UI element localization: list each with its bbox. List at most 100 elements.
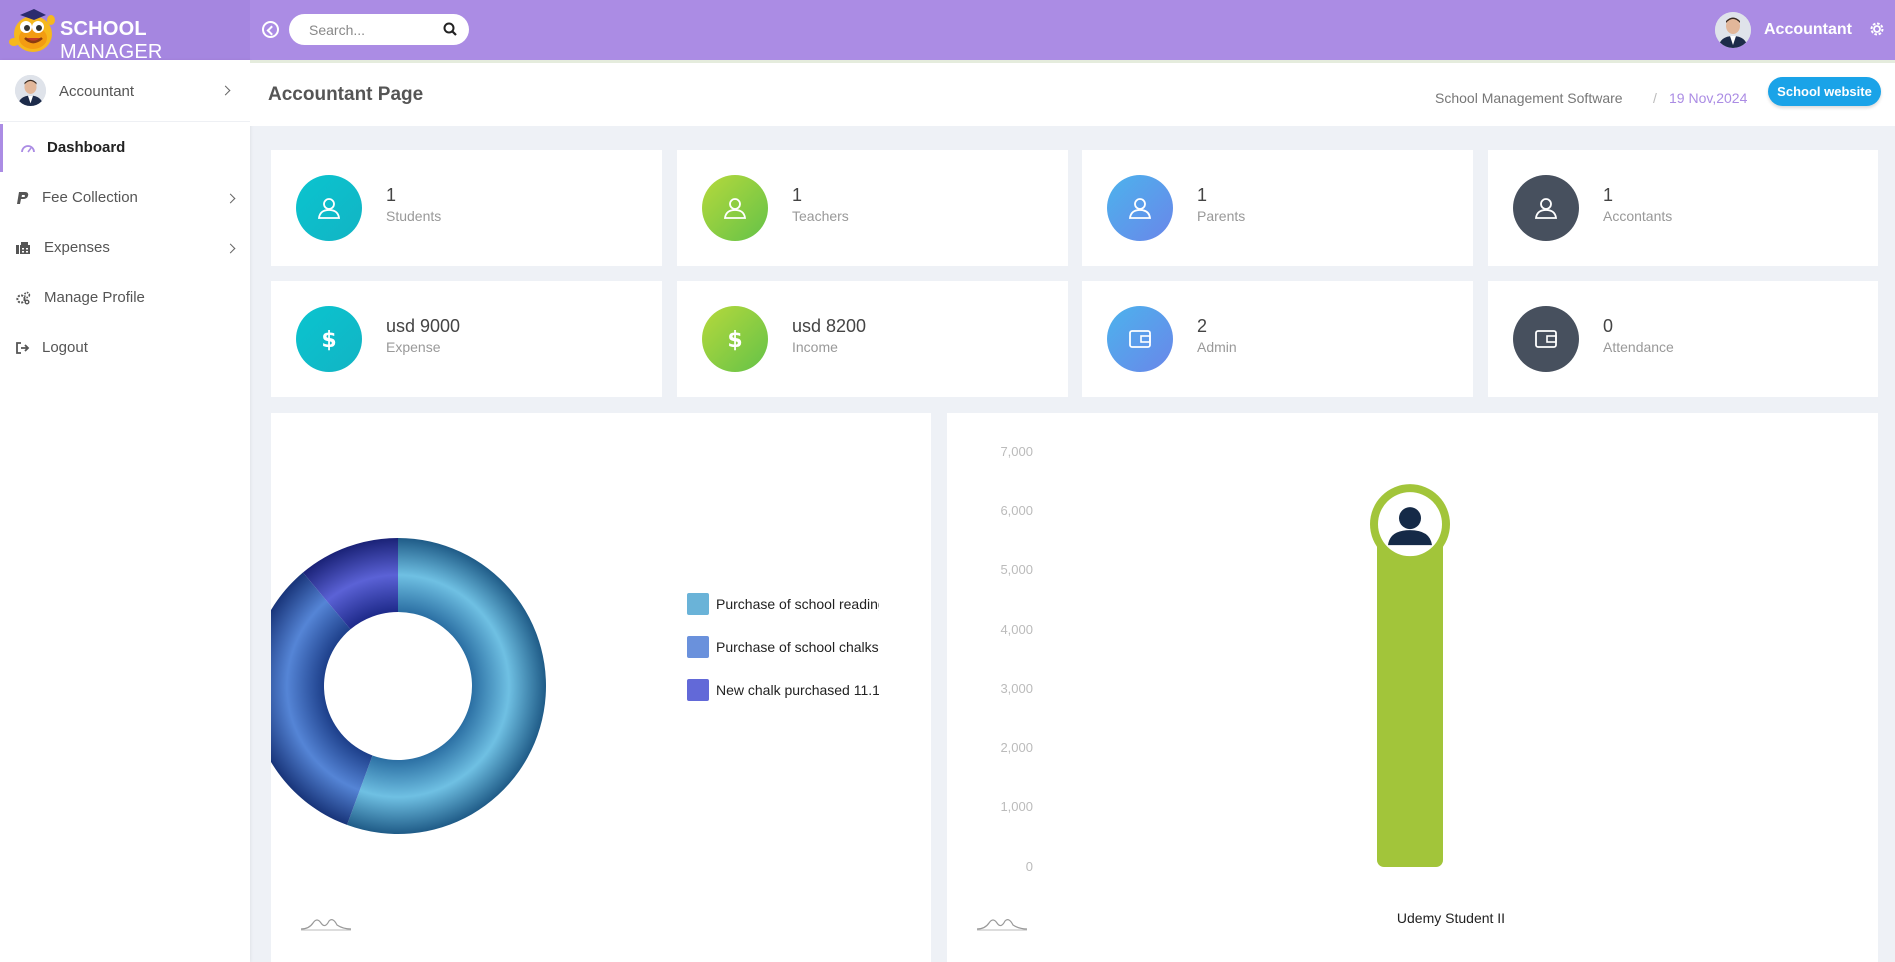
- stat-value: 0: [1603, 316, 1614, 336]
- stat-label: Admin: [1197, 339, 1237, 355]
- donut-chart: [271, 538, 546, 834]
- page-title: Accountant Page: [268, 84, 424, 105]
- fax-icon: [16, 242, 30, 254]
- bar-udemy-student[interactable]: [1377, 523, 1443, 867]
- stat-icon-circle: $: [702, 306, 768, 372]
- stat-icon-circle: [1513, 306, 1579, 372]
- logo-text-bold: SCHOOL: [60, 18, 147, 40]
- stat-value: usd 9000: [386, 316, 461, 336]
- stat-icon-circle: [296, 175, 362, 241]
- expense-donut-panel: Purchase of school reading Purchase of s…: [271, 413, 931, 962]
- sidebar-item-fee-collection[interactable]: Fee Collection: [0, 174, 250, 222]
- page-header: Accountant Page School Management Softwa…: [250, 60, 1895, 126]
- top-user-name[interactable]: Accountant: [1764, 21, 1852, 38]
- stat-card-income: $ usd 8200 Income: [677, 281, 1068, 397]
- user-avatar[interactable]: [1715, 12, 1751, 48]
- y-tick-label: 7,000: [1000, 444, 1033, 459]
- sidebar-item-label: Fee Collection: [42, 189, 138, 206]
- y-tick-label: 5,000: [1000, 562, 1033, 577]
- gear-icon[interactable]: [1868, 20, 1886, 38]
- sidebar-avatar: [15, 75, 46, 106]
- dashboard-icon: [21, 145, 35, 153]
- legend-swatch: [687, 636, 709, 658]
- stat-icon-circle: $: [296, 306, 362, 372]
- sidebar-item-logout[interactable]: Logout: [0, 324, 250, 372]
- logo-text-light: MANAGER: [60, 41, 163, 63]
- bar-avatar-badge: [1370, 484, 1450, 565]
- stat-value: 1: [1197, 185, 1208, 205]
- legend-label: Purchase of school reading: [716, 596, 879, 612]
- legend-swatch: [687, 679, 709, 701]
- sidebar-profile-name: Accountant: [59, 83, 135, 100]
- legend-label: Purchase of school chalks 3: [716, 639, 879, 655]
- chevron-right-icon: [225, 193, 236, 204]
- stat-icon-circle: [1107, 175, 1173, 241]
- y-tick-label: 1,000: [1000, 799, 1033, 814]
- donut-legend: Purchase of school reading Purchase of s…: [687, 593, 879, 743]
- logo-text: SCHOOL MANAGER: [60, 18, 250, 64]
- search-icon[interactable]: [443, 22, 457, 36]
- donut-slice-reading[interactable]: [346, 538, 546, 834]
- gears-icon: [16, 291, 31, 305]
- y-tick-label: 6,000: [1000, 503, 1033, 518]
- stat-card-students: 1 Students: [271, 150, 662, 266]
- chevron-right-icon: [225, 243, 236, 254]
- bar-chart-panel: 7,000 6,000 5,000 4,000 3,000 2,000 1,00…: [947, 413, 1878, 962]
- sidebar-item-label: Logout: [42, 339, 88, 356]
- stat-icon-circle: [1513, 175, 1579, 241]
- wallet-icon: [1535, 330, 1557, 348]
- user-icon: [317, 198, 341, 219]
- legend-swatch: [687, 593, 709, 615]
- user-icon: [723, 198, 747, 219]
- stat-value: 2: [1197, 316, 1208, 336]
- sidebar-item-dashboard[interactable]: Dashboard: [0, 124, 250, 172]
- user-icon: [1128, 198, 1152, 219]
- logo-area[interactable]: SCHOOL MANAGER: [0, 0, 250, 63]
- stat-icon-circle: [702, 175, 768, 241]
- bar-category-label: Udemy Student II: [1396, 910, 1506, 926]
- stat-value: 1: [792, 185, 803, 205]
- dollar-icon: $: [727, 328, 742, 353]
- y-tick-label: 0: [1025, 859, 1033, 874]
- stat-label: Accontants: [1603, 208, 1673, 224]
- sidebar-item-label: Dashboard: [47, 139, 126, 156]
- chevron-right-icon: [220, 85, 231, 96]
- sidebar-item-expenses[interactable]: Expenses: [0, 224, 250, 272]
- sidebar-toggle-icon[interactable]: [262, 21, 279, 38]
- donut-slice-chalks[interactable]: [271, 572, 373, 825]
- paypal-icon: [17, 192, 29, 204]
- sidebar: Accountant Dashboard Fee Collection Expe…: [0, 60, 250, 962]
- stat-value: usd 8200: [792, 316, 867, 336]
- breadcrumb-separator: /: [1653, 90, 1657, 106]
- user-icon: [1534, 198, 1558, 219]
- sidebar-profile[interactable]: Accountant: [0, 60, 250, 122]
- search-box: [289, 14, 469, 45]
- stat-label: Students: [386, 208, 442, 224]
- stat-card-attendance: 0 Attendance: [1488, 281, 1878, 397]
- svg-text:$: $: [727, 328, 742, 353]
- svg-text:$: $: [321, 328, 336, 353]
- stat-card-admin: 2 Admin: [1082, 281, 1473, 397]
- chart-wave-icon: [300, 919, 352, 931]
- chart-wave-icon: [976, 919, 1028, 931]
- stat-label: Attendance: [1603, 339, 1674, 355]
- top-bar: SCHOOL MANAGER Accountant: [0, 0, 1895, 63]
- stat-card-parents: 1 Parents: [1082, 150, 1473, 266]
- sidebar-item-label: Manage Profile: [44, 289, 145, 306]
- bar-chart: [1370, 484, 1450, 867]
- stat-card-teachers: 1 Teachers: [677, 150, 1068, 266]
- wallet-icon: [1129, 330, 1151, 348]
- stat-label: Income: [792, 339, 838, 355]
- sidebar-item-manage-profile[interactable]: Manage Profile: [0, 274, 250, 322]
- stat-label: Parents: [1197, 208, 1246, 224]
- y-tick-label: 4,000: [1000, 622, 1033, 637]
- sign-out-icon: [16, 342, 30, 354]
- breadcrumb-app[interactable]: School Management Software: [1435, 90, 1623, 106]
- stat-label: Expense: [386, 339, 441, 355]
- sidebar-item-label: Expenses: [44, 239, 110, 256]
- donut-slice-new-chalk[interactable]: [302, 538, 398, 630]
- stat-value: 1: [1603, 185, 1614, 205]
- person-photo-icon: [15, 75, 46, 106]
- search-input[interactable]: [309, 20, 429, 39]
- school-website-button[interactable]: School website: [1768, 77, 1881, 106]
